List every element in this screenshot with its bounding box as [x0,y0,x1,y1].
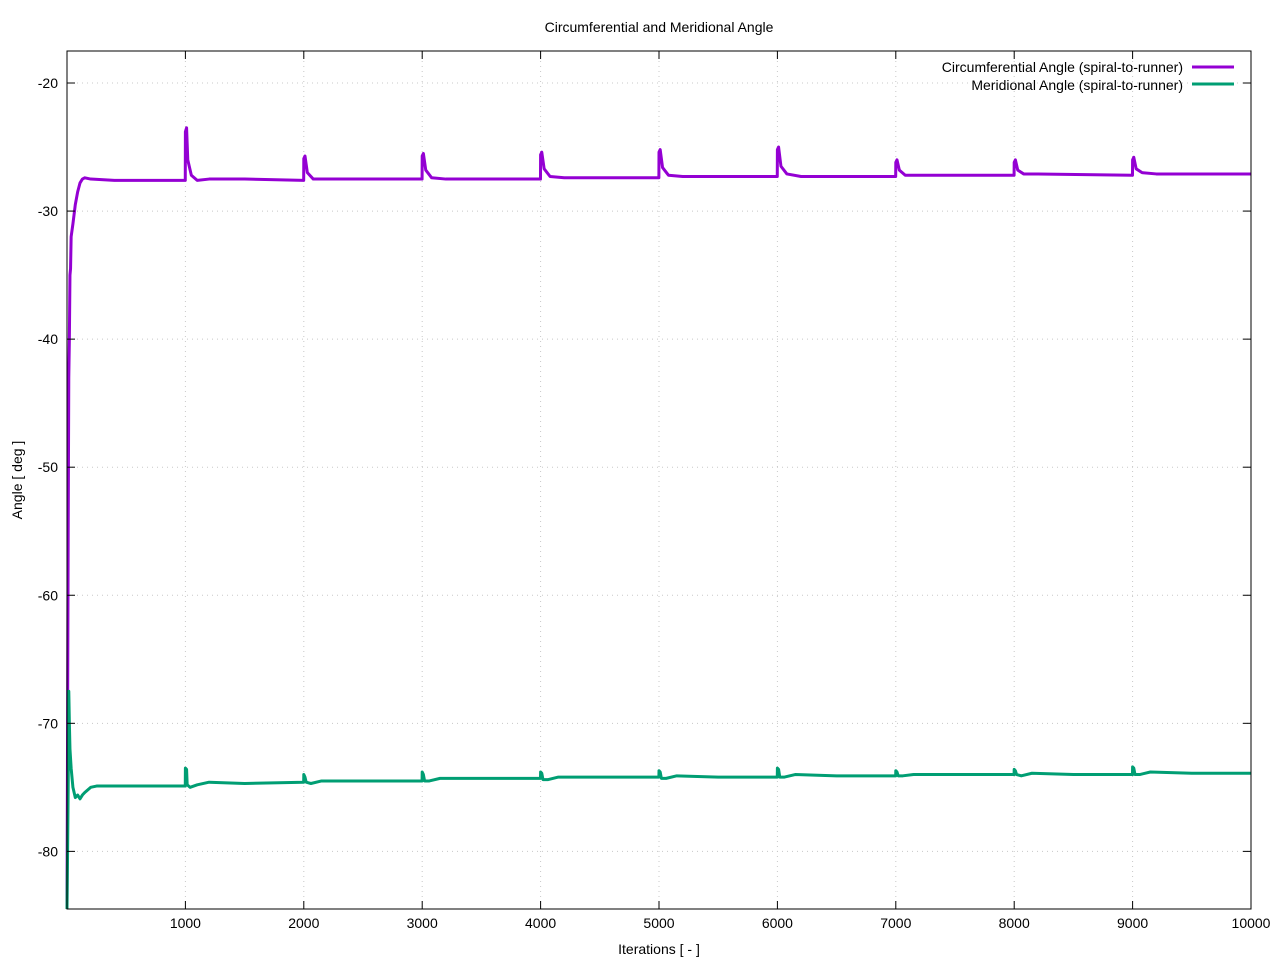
y-tick-label: -80 [38,843,58,859]
chart-title: Circumferential and Meridional Angle [545,19,774,35]
circumferential-angle-line [65,126,1251,910]
legend-label-meridional: Meridional Angle (spiral-to-runner) [971,77,1183,93]
x-tick-label: 6000 [762,915,793,931]
ticks: 1000 2000 3000 4000 5000 6000 7000 8000 9000 1000… [38,51,1271,931]
x-tick-label: 8000 [999,915,1030,931]
x-tick-label: 3000 [407,915,438,931]
meridional-angle-line [65,689,1251,910]
x-tick-label: 7000 [880,915,911,931]
y-tick-label: -50 [38,459,58,475]
x-tick-label: 9000 [1117,915,1148,931]
series-layer [65,126,1251,910]
x-tick-label: 2000 [288,915,319,931]
y-tick-label: -20 [38,75,58,91]
x-tick-label: 1000 [170,915,201,931]
x-tick-label: 4000 [525,915,556,931]
x-axis-label: Iterations [ - ] [618,941,700,957]
legend: Circumferential Angle (spiral-to-runner)… [942,59,1234,93]
y-tick-label: -70 [38,715,58,731]
y-axis-label: Angle [ deg ] [9,441,25,520]
y-tick-label: -30 [38,203,58,219]
legend-label-circumferential: Circumferential Angle (spiral-to-runner) [942,59,1183,75]
x-tick-label: 5000 [643,915,674,931]
y-tick-label: -40 [38,331,58,347]
x-tick-label: 10000 [1232,915,1271,931]
y-tick-label: -60 [38,587,58,603]
